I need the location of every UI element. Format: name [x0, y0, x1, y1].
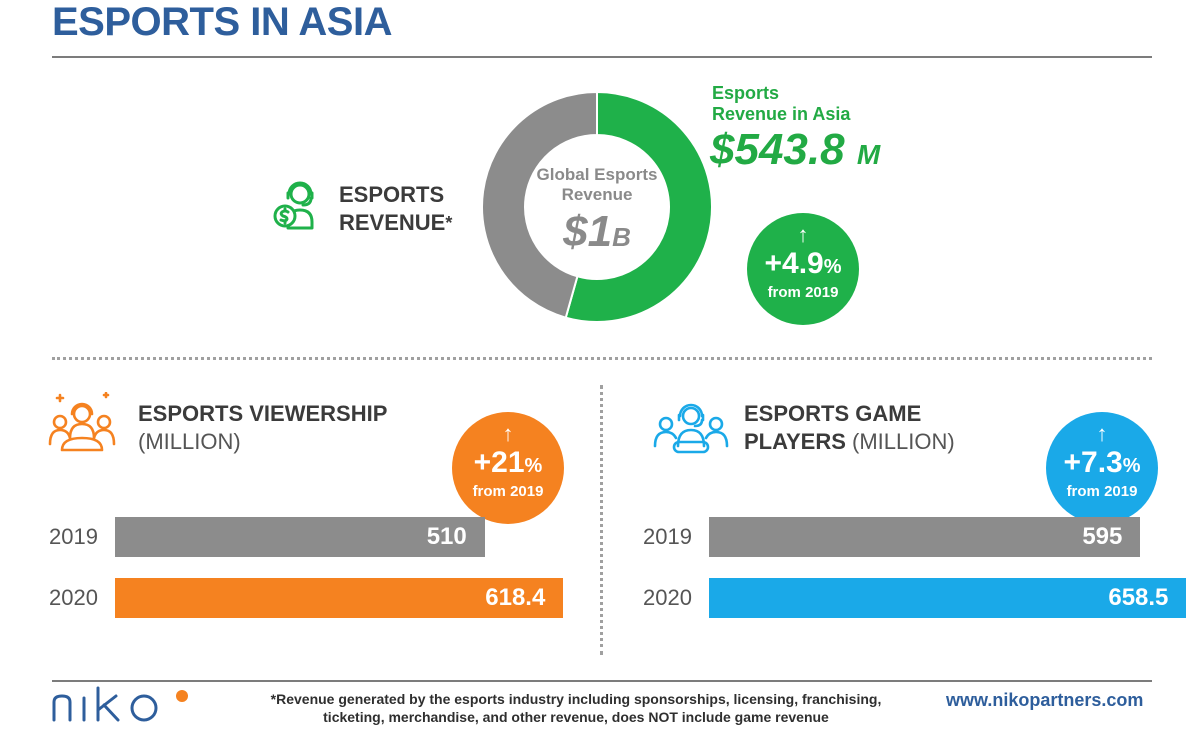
viewership-bar-2019: 510: [115, 517, 485, 557]
revenue-footnote: *Revenue generated by the esports indust…: [270, 691, 882, 725]
viewership-heading-line1: ESPORTS VIEWERSHIP: [138, 401, 388, 426]
revenue-asterisk: *: [445, 213, 453, 233]
donut-label: Global Esports Revenue: [536, 165, 658, 204]
up-arrow-icon: ↑: [797, 222, 809, 247]
players-bar-2020: 658.5: [709, 578, 1187, 618]
viewership-year-label: 2019: [49, 524, 98, 549]
donut-value-unit: B: [612, 222, 631, 252]
audience-icon: [46, 391, 118, 454]
donut-center: Global Esports Revenue $1B: [535, 165, 659, 264]
up-arrow-icon: ↑: [502, 421, 514, 446]
viewership-growth-value: +21: [473, 446, 525, 479]
players-growth-value: +7.3: [1063, 446, 1123, 479]
donut-value-number: $1: [563, 207, 613, 256]
revenue-growth-sign: %: [823, 256, 842, 278]
section-divider: [52, 357, 1152, 360]
revenue-heading: ESPORTS REVENUE*: [339, 181, 452, 237]
revenue-heading-line1: ESPORTS: [339, 182, 445, 207]
players-year-label: 2020: [643, 585, 692, 610]
asia-revenue-value: $543.8 M: [710, 124, 880, 181]
viewership-bar-2020: 618.4: [115, 578, 564, 618]
column-divider: [600, 385, 603, 655]
niko-logo: [52, 686, 174, 736]
players-heading-line2-light: (MILLION): [852, 429, 955, 454]
donut-slice-asia: [564, 90, 713, 323]
headset-dollar-icon: [270, 176, 324, 232]
asia-revenue-number: $543.8: [710, 125, 845, 174]
players-heading: ESPORTS GAME PLAYERS (MILLION): [744, 400, 955, 456]
logo-dot: [176, 690, 188, 702]
viewership-growth-sign: %: [524, 455, 543, 477]
asia-revenue-label: Esports Revenue in Asia: [712, 83, 851, 124]
revenue-growth-from: from 2019: [767, 284, 839, 301]
website-link[interactable]: www.nikopartners.com: [946, 690, 1144, 710]
players-heading-line1: ESPORTS GAME: [744, 401, 922, 426]
donut-slice-rest: [481, 90, 598, 319]
players-bar-2019: 595: [709, 517, 1141, 557]
viewership-year-label: 2020: [49, 585, 98, 610]
players-year-label: 2019: [643, 524, 692, 549]
players-growth-sign: %: [1122, 455, 1141, 477]
viewership-growth-from: from 2019: [472, 483, 544, 500]
revenue-growth-value: +4.9: [764, 247, 824, 280]
viewership-growth-badge: ↑ +21% from 2019: [452, 412, 564, 524]
revenue-donut-chart: [481, 90, 713, 323]
page-title: ESPORTS IN ASIA: [52, 0, 392, 44]
bottom-divider: [52, 680, 1152, 682]
gamer-group-icon: [652, 400, 730, 456]
top-divider: [52, 56, 1152, 58]
players-growth-from: from 2019: [1066, 483, 1138, 500]
donut-value: $1B: [535, 205, 659, 264]
revenue-heading-line2: REVENUE: [339, 210, 446, 235]
asia-revenue-unit: M: [856, 139, 881, 170]
viewership-heading-line2: (MILLION): [138, 429, 241, 454]
viewership-heading: ESPORTS VIEWERSHIP (MILLION): [138, 400, 387, 456]
players-heading-line2-bold: PLAYERS: [744, 429, 846, 454]
revenue-growth-badge: ↑ +4.9% from 2019: [747, 213, 859, 325]
up-arrow-icon: ↑: [1096, 421, 1108, 446]
players-growth-badge: ↑ +7.3% from 2019: [1046, 412, 1158, 524]
